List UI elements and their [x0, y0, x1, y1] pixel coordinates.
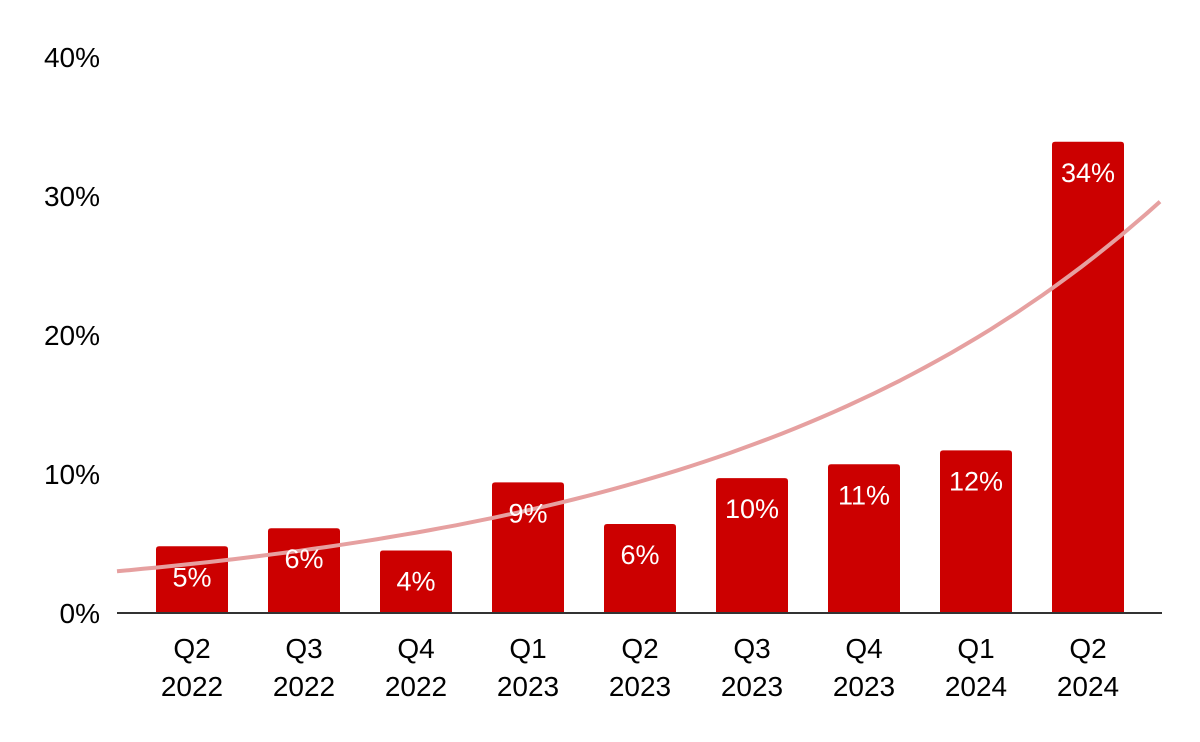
x-tick-label-year: 2023 — [833, 671, 895, 702]
bar — [380, 550, 452, 613]
x-tick-label-quarter: Q2 — [1069, 633, 1106, 664]
bar-value-label: 5% — [172, 562, 211, 592]
bar-value-label: 6% — [620, 540, 659, 570]
trendline — [116, 200, 1162, 574]
y-axis-tick-labels: 0% 10% 20% 30% 40% — [44, 42, 100, 629]
x-tick-label-year: 2024 — [1057, 671, 1119, 702]
bar — [1052, 141, 1124, 614]
x-tick-label-year: 2023 — [609, 671, 671, 702]
x-tick-label-quarter: Q3 — [733, 633, 770, 664]
x-tick-label-quarter: Q1 — [957, 633, 994, 664]
x-tick-label-quarter: Q4 — [397, 633, 434, 664]
bar-value-label: 10% — [725, 494, 779, 524]
bar — [828, 464, 900, 613]
bar — [604, 524, 676, 613]
x-tick-label-quarter: Q2 — [621, 633, 658, 664]
bar — [940, 450, 1012, 613]
x-tick-label-quarter: Q4 — [845, 633, 882, 664]
bar-value-label: 12% — [949, 466, 1003, 496]
x-tick-label-quarter: Q3 — [285, 633, 322, 664]
y-tick-label: 0% — [60, 598, 100, 629]
bar-data-labels: 5% 6% 4% 9% 6% 10% 11% 12% 34% — [172, 158, 1115, 597]
x-tick-label-year: 2023 — [497, 671, 559, 702]
bar-value-label: 4% — [396, 566, 435, 596]
bar-value-label: 34% — [1061, 158, 1115, 188]
x-tick-label-year: 2022 — [161, 671, 223, 702]
x-tick-label-year: 2023 — [721, 671, 783, 702]
y-tick-label: 30% — [44, 181, 100, 212]
bar-value-label: 6% — [284, 544, 323, 574]
bar-value-label: 11% — [838, 480, 890, 510]
x-tick-label-year: 2024 — [945, 671, 1007, 702]
y-tick-label: 10% — [44, 459, 100, 490]
x-tick-label-quarter: Q1 — [509, 633, 546, 664]
y-tick-label: 20% — [44, 320, 100, 351]
bar — [716, 478, 788, 613]
x-tick-label-year: 2022 — [385, 671, 447, 702]
x-axis-category-labels: Q2 2022 Q3 2022 Q4 2022 Q1 2023 Q2 2023 Q3 2023 Q4 20… — [161, 633, 1119, 702]
x-tick-label-year: 2022 — [273, 671, 335, 702]
y-tick-label: 40% — [44, 42, 100, 73]
bar-value-label: 9% — [508, 498, 547, 528]
x-tick-label-quarter: Q2 — [173, 633, 210, 664]
